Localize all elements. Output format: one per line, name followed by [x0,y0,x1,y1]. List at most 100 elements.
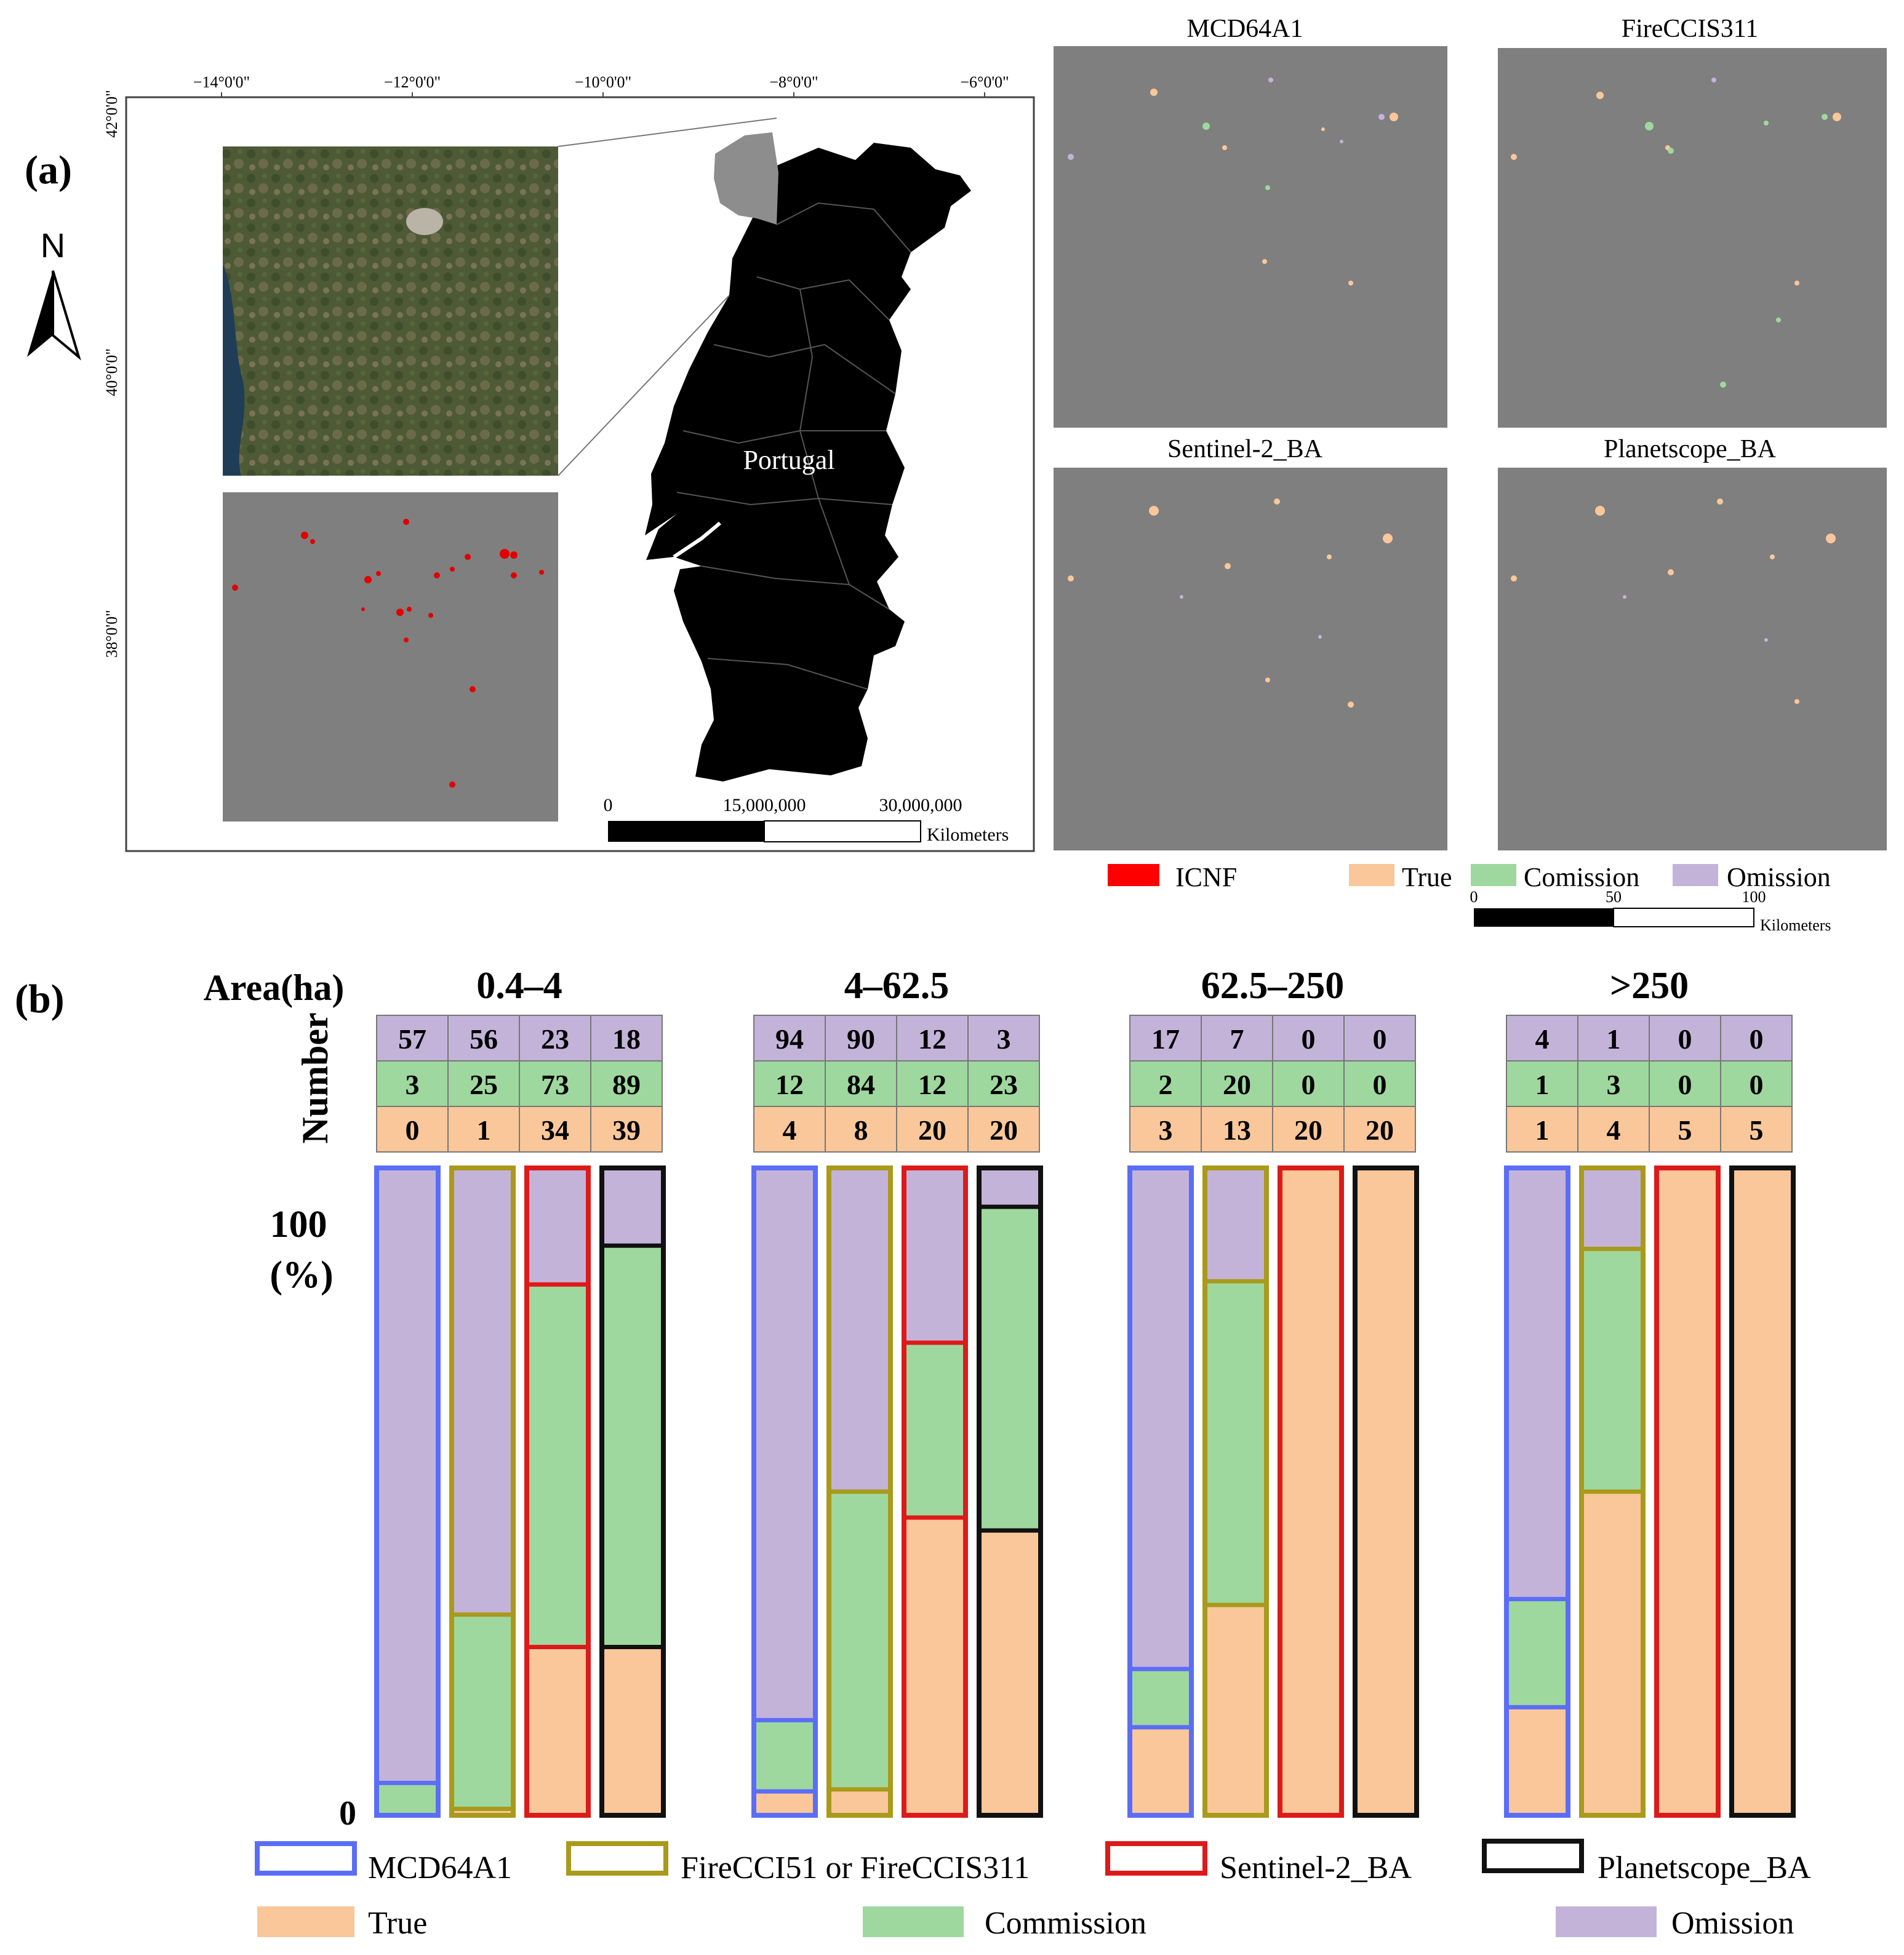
number-cell-value: 25 [470,1069,498,1100]
north-arrow-icon: N [27,226,81,361]
map-fireccis311 [1498,48,1887,428]
scale-unit: Kilometers [927,825,1009,845]
lon-tick: −8°0'0" [769,73,818,91]
map-mcd64a1 [1054,46,1447,428]
legend-fill-omission [1556,1906,1657,1937]
area-group: 4–62.5 94 90 12 3 12 84 12 23 4 8 20 20 [751,965,1043,1818]
bar-segment-commission [754,1720,815,1792]
map-title-fireccis311: FireCCIS311 [1622,15,1758,43]
scale-tick: 15,000,000 [723,795,806,815]
number-cell-value: 20 [1294,1114,1322,1146]
bar-segment-true [1506,1707,1568,1815]
number-cell [590,1106,663,1153]
number-cell-value: 20 [990,1114,1018,1146]
number-cell-value: 1 [1607,1023,1621,1055]
bar-segment-true [979,1530,1041,1815]
number-cell [896,1106,969,1153]
area-class-label: 0.4–4 [476,965,562,1007]
number-cell-value: 0 [1373,1069,1387,1100]
number-cell-value: 20 [1223,1069,1251,1100]
scale-bar-right: 0 50 100 Kilometers [1470,888,1831,934]
number-cell [1577,1106,1650,1153]
number-cell [1343,1106,1416,1153]
map-planetscope [1498,468,1887,850]
study-region [714,132,778,225]
number-cell-value: 20 [1366,1114,1394,1146]
bar-segment-commission [829,1492,890,1789]
scale-tick: 0 [1470,888,1478,906]
lon-tick: −14°0'0" [193,73,250,91]
bar-segment-commission [377,1783,438,1815]
number-cell [1272,1106,1345,1153]
number-cell [1272,1015,1345,1061]
area-label: Area(ha) [204,967,345,1008]
bar-segment-true [829,1789,890,1815]
bar-outline-planetscope [1353,1165,1419,1818]
area-class-label: >250 [1610,965,1689,1007]
number-cell-value: 20 [918,1114,946,1146]
bar-outline-planetscope [977,1165,1043,1818]
bar-segment-true [452,1809,513,1815]
north-label: N [41,226,65,265]
bar-outline-fireicci [826,1165,893,1818]
number-cell-value: 0 [1750,1069,1764,1100]
number-cell [1577,1015,1650,1061]
y-axis-bottom: 0 [339,1794,356,1833]
map-legend: ICNF True Comission Omission [1108,862,1831,892]
bar-segment-commission [1205,1281,1266,1605]
coastline-water [223,265,245,476]
chart-legend: MCD64A1 FireCCI51 or FireCCIS311 Sentine… [255,1839,1811,1941]
lat-tick: 40°0'0" [103,348,121,396]
bar-segment-true [602,1647,663,1815]
number-cell-value: 4 [783,1114,797,1146]
number-cell-value: 4 [1607,1114,1621,1146]
number-cell-value: 1 [1535,1069,1550,1100]
legend-swatch-comission [1471,864,1516,886]
number-cell-value: 1 [1535,1114,1550,1146]
number-cell-value: 2 [1159,1069,1173,1100]
bar-segment-commission [452,1614,513,1809]
legend-fill-commission [863,1906,964,1937]
number-cell [1649,1015,1721,1061]
number-cell-value: 3 [406,1069,420,1100]
number-cell [1129,1015,1202,1061]
bar-segment-omission [829,1168,890,1492]
number-cell-value: 0 [1750,1023,1764,1055]
bar-segment-omission [1205,1168,1266,1282]
bar-segment-omission [904,1168,966,1343]
area-group: 0.4–4 57 56 23 18 3 25 73 89 0 1 34 39 [374,965,666,1818]
number-cell-value: 4 [1535,1023,1550,1055]
legend-label-fill-omission: Omission [1671,1906,1794,1941]
number-cell-value: 0 [406,1114,420,1146]
number-cell-value: 56 [470,1023,498,1055]
lat-tick: 42°0'0" [103,90,121,138]
bar-outline-fireicci [1579,1165,1646,1818]
scale-tick: 30,000,000 [879,795,962,815]
number-cell-value: 12 [918,1069,946,1100]
bar-segment-true [1130,1727,1191,1815]
scale-tick: 100 [1742,888,1766,906]
bar-segment-commission [979,1207,1041,1531]
number-cell-value: 12 [775,1069,804,1100]
number-cell-value: 57 [398,1023,426,1055]
number-cell [825,1106,897,1153]
number-cell-value: 84 [847,1069,875,1100]
panel-a-label: (a) [25,148,72,193]
number-cell-value: 94 [775,1023,804,1055]
number-cell-value: 73 [541,1069,569,1100]
number-cell-value: 0 [1302,1023,1316,1055]
number-cell-value: 7 [1230,1023,1244,1055]
bar-outline-sentinel2 [524,1165,591,1818]
bar-segment-true [1355,1168,1417,1815]
callout-line [558,295,730,476]
bar-segment-true [1280,1168,1342,1815]
stacked-bar-chart: 0.4–457 56 23 183 25 73 890 1 34 394–62.594 90 12 31… [374,965,1796,1818]
number-cell-value: 0 [1373,1023,1387,1055]
bar-segment-omission [979,1168,1041,1207]
bar-segment-true [527,1647,588,1815]
number-cell [1129,1106,1202,1153]
legend-label-fill-commission: Commission [985,1906,1146,1941]
number-cell [1506,1106,1578,1153]
y-axis-top: 100 [270,1204,327,1245]
